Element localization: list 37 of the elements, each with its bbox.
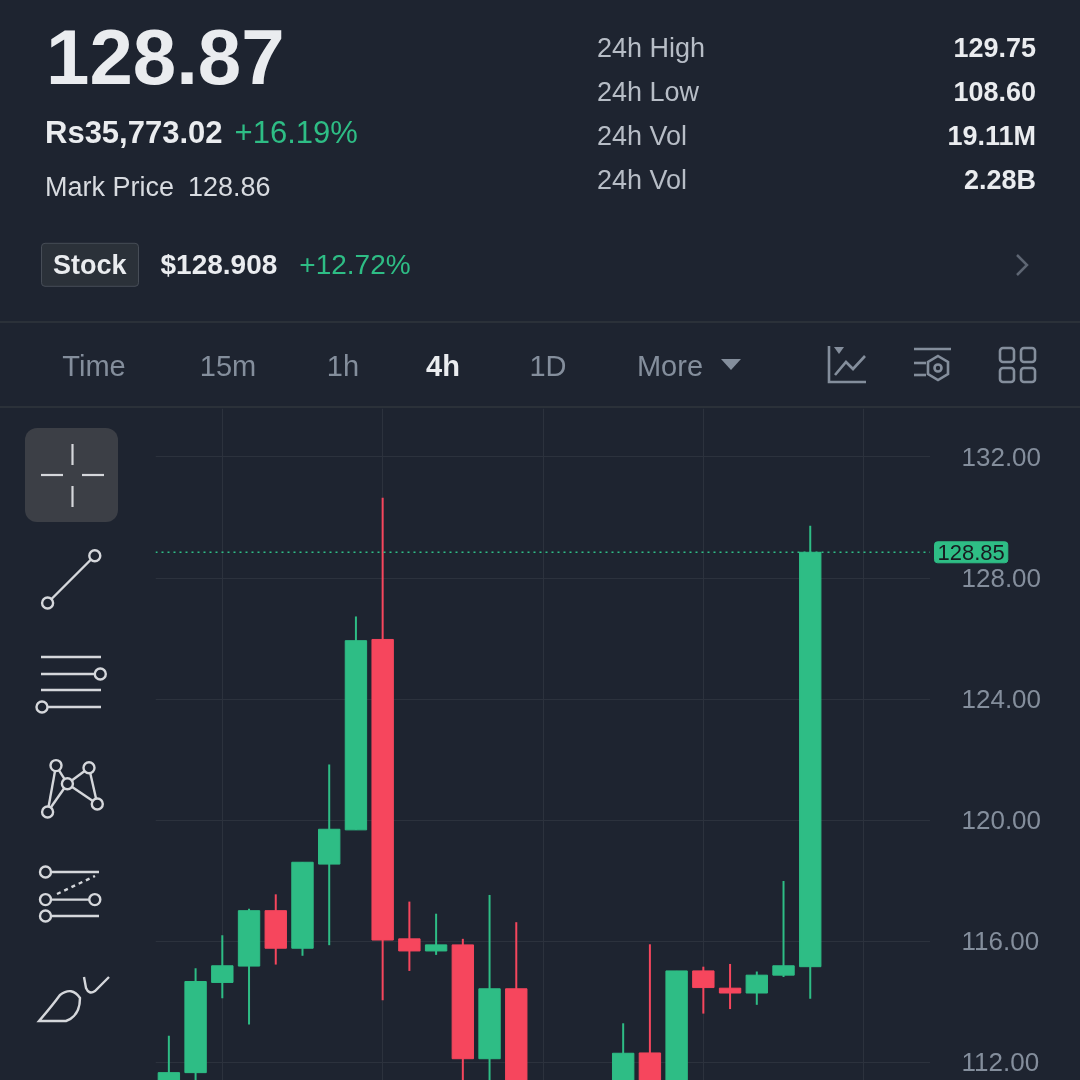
text: 4h xyxy=(426,349,460,382)
text: 24h High xyxy=(597,32,706,63)
candlestick xyxy=(211,934,234,1000)
candlestick xyxy=(692,965,715,1015)
candlestick xyxy=(772,880,795,978)
text: 19.11M xyxy=(947,120,1036,151)
text: 1h xyxy=(326,349,360,382)
candlestick xyxy=(718,962,742,1011)
chart-title: 128.87 xyxy=(46,12,285,104)
text: +12.72% xyxy=(299,248,411,282)
candlestick xyxy=(424,912,448,956)
text: 24h Vol xyxy=(597,120,688,151)
y-tick-label: 132.00 xyxy=(961,441,1042,472)
candlestick xyxy=(745,970,768,1006)
text: Mark Price xyxy=(45,170,175,204)
text: 24h Vol xyxy=(597,164,688,195)
text: +16.19% xyxy=(234,114,358,152)
y-tick-label: 120.00 xyxy=(961,805,1042,836)
text: Stock xyxy=(41,242,139,288)
text: More xyxy=(636,349,704,382)
candlestick xyxy=(157,1034,181,1080)
y-tick-label: 128.00 xyxy=(961,563,1042,594)
y-tick-label: 112.00 xyxy=(961,1047,1040,1078)
text: 108.60 xyxy=(953,76,1036,107)
text: 1D xyxy=(529,349,567,382)
text: $128.908 xyxy=(160,248,278,282)
text: 24h Low xyxy=(597,76,700,107)
y-tick-label: 116.00 xyxy=(961,926,1040,957)
text: 15m xyxy=(199,349,257,382)
ref-line-label: 128.85 xyxy=(937,539,1005,565)
text: Time xyxy=(62,349,126,382)
text: Rs35,773.02 xyxy=(45,114,223,152)
y-tick-label: 124.00 xyxy=(961,684,1042,715)
text: 128.86 xyxy=(188,170,271,204)
text: 129.75 xyxy=(953,32,1036,63)
candlestick xyxy=(398,900,421,972)
text: 2.28B xyxy=(963,164,1036,195)
